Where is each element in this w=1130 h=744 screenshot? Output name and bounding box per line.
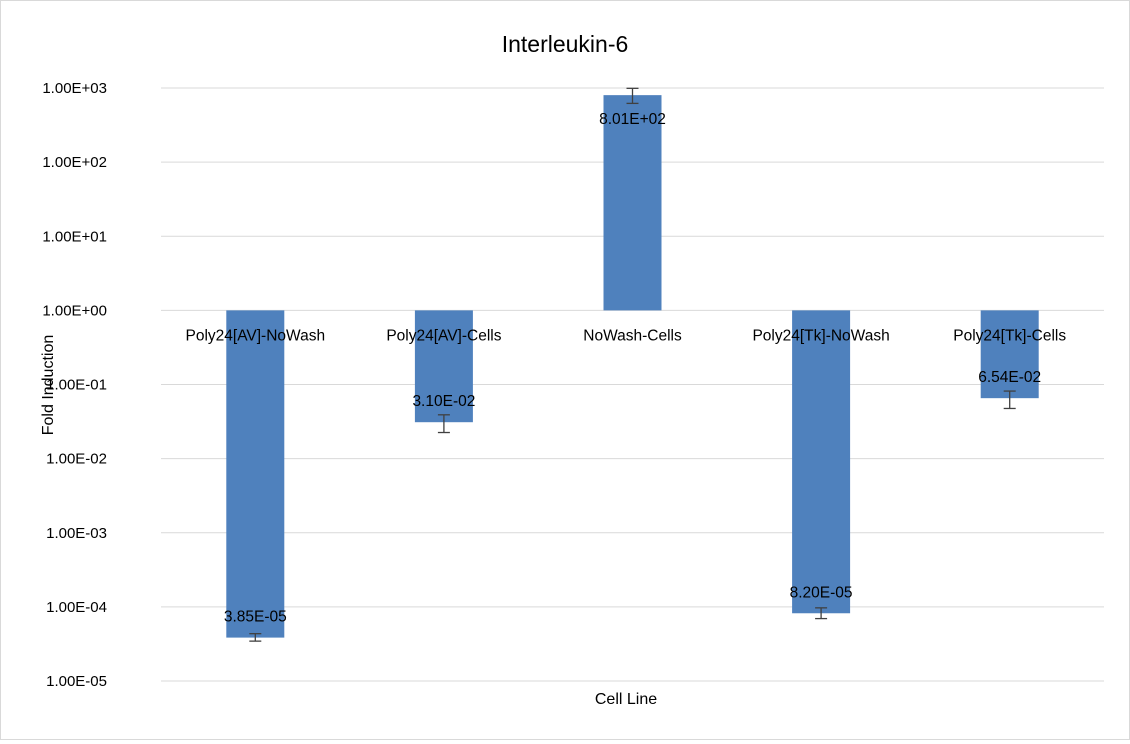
bar bbox=[792, 310, 851, 614]
data-label: 3.10E-02 bbox=[412, 393, 475, 410]
chart-title: Interleukin-6 bbox=[502, 31, 629, 57]
error-bars bbox=[249, 87, 1016, 642]
bar bbox=[414, 310, 473, 423]
bars bbox=[226, 95, 1039, 638]
bar bbox=[226, 310, 285, 638]
x-axis-label: Cell Line bbox=[595, 691, 657, 708]
y-axis-label: Fold Induction bbox=[40, 335, 57, 436]
y-axis-ticks: 1.00E+03 1.00E+02 1.00E+01 1.00E+00 1.00E-01… bbox=[42, 80, 107, 690]
y-tick-label: 1.00E-03 bbox=[46, 525, 107, 542]
data-label: 3.85E-05 bbox=[224, 609, 287, 626]
gridlines bbox=[161, 87, 1104, 682]
y-tick-label: 1.00E+03 bbox=[42, 80, 107, 97]
y-tick-label: 1.00E-01 bbox=[46, 377, 107, 394]
y-tick-label: 1.00E+01 bbox=[42, 228, 107, 245]
data-label: 8.01E+02 bbox=[599, 111, 666, 128]
category-label: Poly24[Tk]-NoWash bbox=[752, 327, 889, 344]
category-label: Poly24[Tk]-Cells bbox=[953, 327, 1066, 344]
y-tick-label: 1.00E-02 bbox=[46, 451, 107, 468]
y-tick-label: 1.00E-04 bbox=[46, 599, 107, 616]
y-tick-label: 1.00E-05 bbox=[46, 673, 107, 690]
y-tick-label: 1.00E+02 bbox=[42, 154, 107, 171]
bar bbox=[980, 310, 1039, 399]
data-label: 6.54E-02 bbox=[978, 369, 1041, 386]
category-label: NoWash-Cells bbox=[583, 327, 682, 344]
data-labels: 3.85E-05 3.10E-02 8.01E+02 8.20E-05 6.54E-02 bbox=[224, 111, 1041, 625]
category-label: Poly24[AV]-NoWash bbox=[186, 327, 326, 344]
y-tick-label: 1.00E+00 bbox=[42, 302, 107, 319]
bar bbox=[603, 95, 662, 311]
data-label: 8.20E-05 bbox=[790, 584, 853, 601]
category-labels: Poly24[AV]-NoWash Poly24[AV]-Cells NoWash-… bbox=[186, 327, 1067, 344]
category-label: Poly24[AV]-Cells bbox=[386, 327, 501, 344]
